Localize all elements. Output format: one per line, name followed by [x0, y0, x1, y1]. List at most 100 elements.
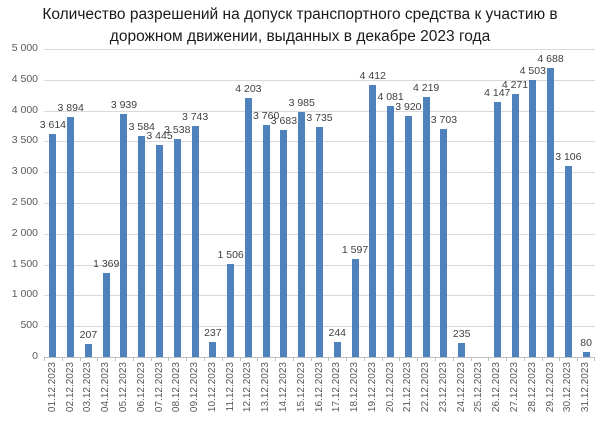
bar-value-label: 4 271 — [501, 78, 529, 91]
y-tick-label: 1 000 — [11, 288, 38, 301]
x-tick-mark — [594, 357, 595, 361]
x-tick-label: 07.12.2023 — [153, 362, 165, 413]
x-axis-line — [44, 357, 595, 358]
x-tick-mark — [541, 357, 543, 361]
x-tick-label: 16.12.2023 — [313, 362, 325, 413]
x-tick-label: 17.12.2023 — [331, 362, 343, 413]
x-tick-mark — [399, 357, 401, 361]
x-tick-mark — [506, 357, 508, 361]
bar-value-label: 3 538 — [164, 124, 191, 137]
y-tick-label: 2 000 — [11, 226, 38, 239]
bar-value-label: 244 — [328, 326, 347, 339]
bar — [440, 128, 448, 357]
x-tick-label: 30.12.2023 — [562, 362, 574, 413]
x-tick-mark — [168, 357, 170, 361]
x-tick-mark — [44, 357, 45, 361]
x-tick-label: 21.12.2023 — [402, 362, 414, 413]
bar-value-label: 3 743 — [181, 111, 209, 124]
plot-area: 3 614 3 894 207 1 369 3 939 3 584 3 445 3 538 3 … — [40, 49, 595, 361]
x-tick-mark — [577, 357, 579, 361]
x-tick-mark — [488, 357, 490, 361]
bar — [564, 165, 572, 357]
x-tick-label: 24.12.2023 — [455, 362, 467, 413]
y-tick-label: 2 500 — [11, 196, 38, 208]
x-tick-mark — [346, 357, 348, 361]
bar-value-label: 4 147 — [484, 86, 511, 99]
bar — [493, 101, 501, 357]
x-tick-label: 04.12.2023 — [100, 362, 112, 413]
bar — [333, 341, 341, 357]
x-tick-mark — [363, 357, 365, 361]
bar-value-label: 3 939 — [110, 99, 138, 112]
x-tick-mark — [186, 357, 188, 361]
bar — [529, 79, 537, 357]
bar-value-label: 1 597 — [341, 243, 369, 256]
bar — [156, 144, 164, 357]
x-tick-mark — [292, 357, 294, 361]
bar-value-label: 1 369 — [93, 257, 120, 270]
bar-value-label: 3 985 — [288, 96, 315, 109]
x-tick-mark — [239, 357, 241, 361]
bar-value-label: 3 584 — [128, 121, 155, 134]
bar — [67, 117, 75, 357]
x-tick-label: 10.12.2023 — [206, 362, 218, 413]
bar-value-label: 3 614 — [39, 119, 67, 132]
bar — [316, 126, 323, 357]
chart-title-line-2: дорожном движении, выданных в декабре 20… — [109, 28, 491, 45]
bar-value-label: 235 — [452, 327, 471, 340]
x-tick-label: 08.12.2023 — [171, 362, 183, 413]
bar — [280, 130, 288, 357]
x-tick-label: 29.12.2023 — [544, 362, 556, 413]
x-tick-mark — [115, 357, 117, 361]
x-tick-label: 09.12.2023 — [189, 362, 201, 413]
x-tick-label: 27.12.2023 — [509, 362, 521, 413]
y-tick-label: 3 500 — [11, 134, 38, 147]
bar — [209, 342, 217, 357]
bar — [582, 352, 590, 357]
bar-value-label: 3 703 — [430, 113, 458, 126]
y-tick-label: 0 — [32, 350, 38, 362]
x-tick-label: 23.12.2023 — [437, 362, 449, 413]
bar-value-label: 4 219 — [413, 82, 440, 95]
x-tick-label: 31.12.2023 — [580, 362, 592, 413]
bar — [227, 264, 235, 357]
x-tick-label: 22.12.2023 — [420, 362, 432, 413]
x-tick-label: 14.12.2023 — [277, 362, 289, 413]
x-tick-mark — [97, 357, 99, 361]
bar — [84, 344, 92, 357]
x-tick-label: 02.12.2023 — [64, 362, 76, 413]
bar — [262, 125, 270, 357]
bar-value-label: 3 894 — [57, 102, 84, 115]
bar — [422, 97, 430, 357]
gridline — [44, 49, 595, 50]
x-tick-label: 18.12.2023 — [349, 362, 361, 413]
x-tick-mark — [523, 357, 525, 361]
x-tick-label: 05.12.2023 — [117, 362, 129, 413]
gridline — [44, 79, 595, 81]
bar-value-label: 4 688 — [537, 53, 564, 66]
bar-value-label: 4 081 — [377, 90, 404, 103]
chart-title-line-1: Количество разрешений на допуск транспор… — [42, 6, 558, 23]
bar — [173, 139, 181, 357]
y-tick-label: 4 500 — [11, 72, 38, 85]
bar — [404, 115, 412, 357]
bar-value-label: 3 920 — [395, 100, 422, 113]
bar — [351, 258, 359, 357]
y-tick-label: 3 000 — [11, 165, 38, 178]
x-tick-label: 15.12.2023 — [295, 362, 307, 413]
bar-value-label: 80 — [580, 337, 592, 350]
bar — [138, 136, 146, 357]
bar-value-label: 207 — [79, 329, 98, 342]
bar-value-label: 3 106 — [555, 150, 582, 163]
bar — [369, 85, 377, 357]
bar-value-label: 3 735 — [306, 111, 333, 124]
y-tick-label: 1 500 — [11, 257, 38, 270]
y-tick-label: 4 000 — [11, 103, 38, 116]
x-tick-mark — [61, 357, 63, 361]
x-tick-mark — [79, 357, 81, 361]
bar — [49, 134, 57, 357]
y-tick-label: 500 — [20, 319, 38, 332]
x-tick-label: 06.12.2023 — [135, 362, 147, 413]
bar-value-label: 4 203 — [235, 83, 262, 96]
x-tick-mark — [417, 357, 419, 361]
